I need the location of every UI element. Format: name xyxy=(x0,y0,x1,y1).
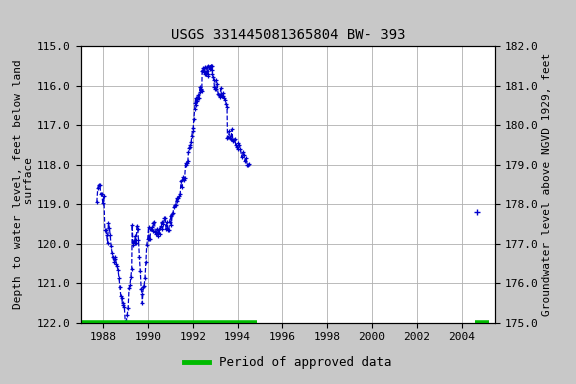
Y-axis label: Groundwater level above NGVD 1929, feet: Groundwater level above NGVD 1929, feet xyxy=(541,53,552,316)
Legend: Period of approved data: Period of approved data xyxy=(179,351,397,374)
Title: USGS 331445081365804 BW- 393: USGS 331445081365804 BW- 393 xyxy=(170,28,406,42)
Y-axis label: Depth to water level, feet below land
 surface: Depth to water level, feet below land su… xyxy=(13,60,35,309)
